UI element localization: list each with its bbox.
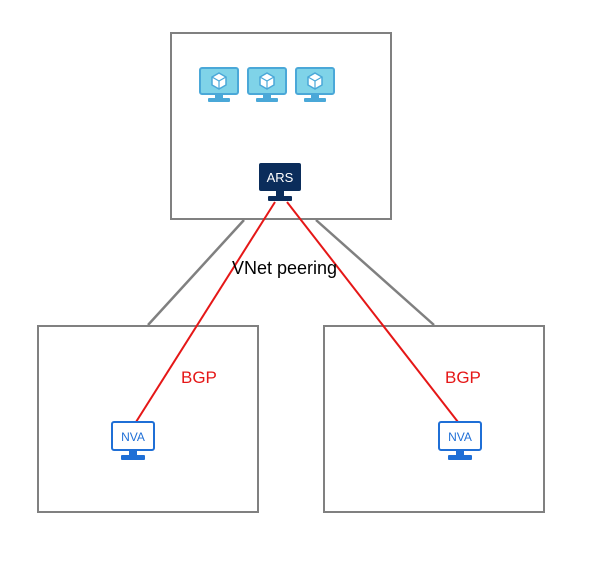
ars-icon: ARS: [258, 162, 302, 202]
vm-icon: [246, 66, 288, 104]
vm-row: [198, 66, 336, 104]
spoke-vnet-box-right: [323, 325, 545, 513]
ars-label: ARS: [267, 170, 294, 185]
bgp-label-left: BGP: [181, 368, 217, 388]
spoke-vnet-box-left: [37, 325, 259, 513]
svg-text:NVA: NVA: [121, 430, 145, 444]
bgp-label-right: BGP: [445, 368, 481, 388]
vm-icon: [198, 66, 240, 104]
svg-text:NVA: NVA: [448, 430, 472, 444]
nva-icon-right: NVA: [437, 420, 483, 462]
nva-icon-left: NVA: [110, 420, 156, 462]
vm-icon: [294, 66, 336, 104]
vnet-peering-label: VNet peering: [232, 258, 337, 279]
